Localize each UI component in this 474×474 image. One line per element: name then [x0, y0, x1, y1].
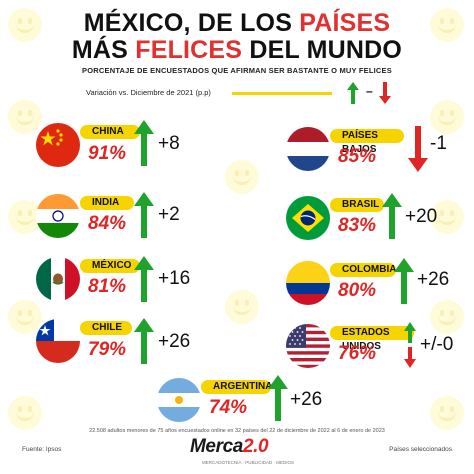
smiley-icon [8, 396, 42, 430]
smiley-icon [225, 160, 259, 194]
country-name-chile: CHILE [80, 321, 132, 335]
colombia-flag-icon [286, 261, 330, 305]
up-arrow-icon [134, 120, 154, 166]
country-change-colombia: +26 [417, 269, 450, 290]
country-name-india: INDIA [80, 196, 134, 210]
country-percent-estados-unidos: 76% [338, 343, 377, 364]
smiley-icon [430, 8, 464, 42]
up-arrow-icon [382, 193, 402, 239]
smiley-icon [225, 290, 259, 324]
country-name-colombia: COLOMBIA [330, 263, 396, 277]
country-name-paises-bajos: PAÍSES BAJOS [330, 129, 404, 155]
country-change-india: +2 [158, 204, 180, 225]
footer-note: 22.508 adultos menores de 75 años encues… [89, 428, 385, 434]
brazil-flag-icon [286, 196, 330, 240]
merca20-logo: Merca2.0 [190, 436, 269, 457]
country-change-chile: +26 [158, 331, 191, 352]
smiley-icon [430, 100, 464, 134]
legend-down-arrow-icon [379, 82, 391, 104]
up-arrow-icon [134, 256, 154, 302]
country-change-brasil: +20 [405, 206, 438, 227]
source-label: Fuente: Ipsos [22, 446, 62, 453]
smiley-icon [430, 396, 464, 430]
up-arrow-icon [134, 318, 154, 364]
up-arrow-icon [394, 258, 414, 304]
country-percent-argentina: 74% [209, 397, 248, 418]
country-percent-paises-bajos: 85% [338, 146, 377, 167]
mexico-flag-icon [36, 257, 80, 301]
logo-tagline: MERCADOTECNIA · PUBLICIDAD · MEDIOS [202, 460, 295, 465]
country-name-argentina: ARGENTINA [201, 380, 272, 394]
smiley-icon [430, 300, 464, 334]
country-change-paises-bajos: -1 [430, 133, 447, 154]
india-flag-icon [36, 194, 80, 238]
subtitle: PORCENTAJE DE ENCUESTADOS QUE AFIRMAN SE… [82, 66, 392, 75]
chile-flag-icon [36, 319, 80, 363]
country-percent-chile: 79% [88, 339, 127, 360]
country-percent-india: 84% [88, 213, 127, 234]
argentina-flag-icon [157, 378, 201, 422]
usa-flag-icon [286, 324, 330, 368]
china-flag-icon [36, 123, 80, 167]
country-change-argentina: +26 [290, 389, 323, 410]
legend-label: Variación vs. Diciembre de 2021 (p.p) [86, 88, 211, 97]
country-change-estados-unidos: +/-0 [420, 334, 454, 355]
country-name-china: CHINA [80, 125, 140, 139]
country-change-china: +8 [158, 133, 180, 154]
country-name-mexico: MÉXICO [80, 259, 140, 273]
up-arrow-icon [134, 192, 154, 238]
page-title-line-1: MÉXICO, DE LOS PAÍSES [83, 9, 391, 37]
legend-separator: – [366, 84, 373, 98]
netherlands-flag-icon [286, 127, 330, 171]
country-percent-china: 91% [88, 143, 127, 164]
up-arrow-icon [268, 375, 288, 421]
country-percent-colombia: 80% [338, 280, 377, 301]
legend-line [232, 92, 332, 95]
smiley-icon [8, 200, 42, 234]
legend-up-arrow-icon [347, 82, 359, 104]
smiley-icon [430, 200, 464, 234]
country-name-brasil: BRASIL [330, 198, 384, 212]
up-down-arrow-icon [404, 322, 416, 368]
smiley-icon [8, 100, 42, 134]
country-percent-brasil: 83% [338, 215, 377, 236]
country-change-mexico: +16 [158, 268, 191, 289]
country-name-estados-unidos: ESTADOS UNIDOS [330, 326, 414, 352]
smiley-icon [8, 300, 42, 334]
page-title-line-2: MÁS FELICES DEL MUNDO [71, 36, 403, 64]
down-arrow-icon [408, 126, 428, 172]
selected-countries-label: Países seleccionados [389, 446, 452, 453]
smiley-icon [8, 8, 42, 42]
country-percent-mexico: 81% [88, 276, 127, 297]
